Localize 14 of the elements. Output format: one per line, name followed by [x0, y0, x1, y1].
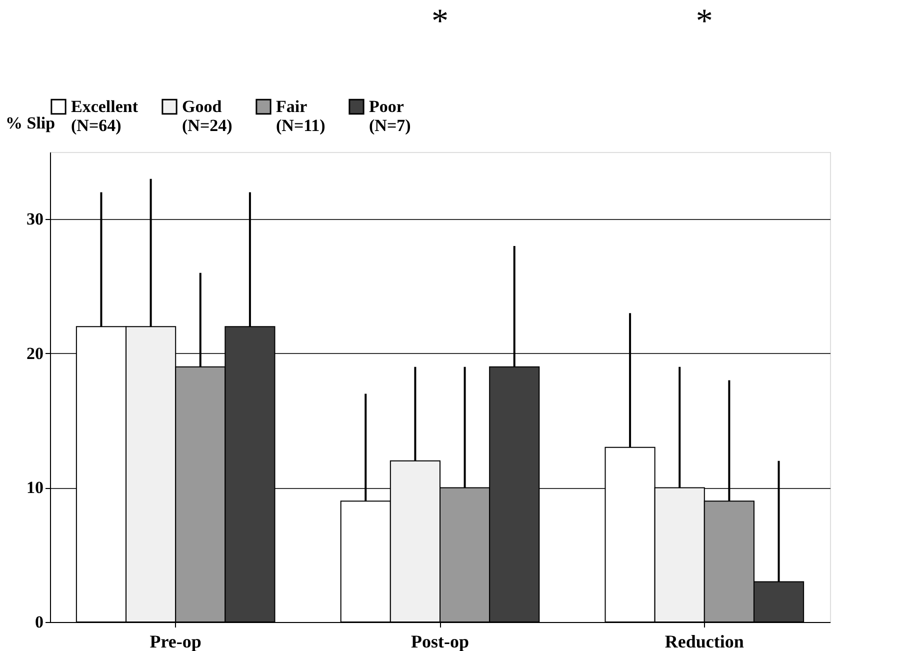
legend-label: Excellent (N=64): [71, 96, 138, 135]
y-tick-label: 20: [26, 344, 44, 363]
x-tick-label: Post-op: [411, 632, 469, 651]
y-axis-title: % Slip: [6, 114, 56, 132]
text: *: [432, 3, 448, 40]
y-tick-label: 0: [35, 612, 44, 632]
legend-label: Good (N=24): [182, 96, 232, 135]
legend-label: Fair (N=11): [276, 96, 326, 135]
y-tick-label: 30: [26, 210, 44, 229]
x-tick-label: Pre-op: [150, 632, 202, 651]
y-tick-label: 10: [26, 478, 44, 498]
x-tick-label: Reduction: [664, 632, 744, 651]
legend-label: Poor (N=7): [369, 96, 411, 135]
text: *: [696, 3, 713, 40]
